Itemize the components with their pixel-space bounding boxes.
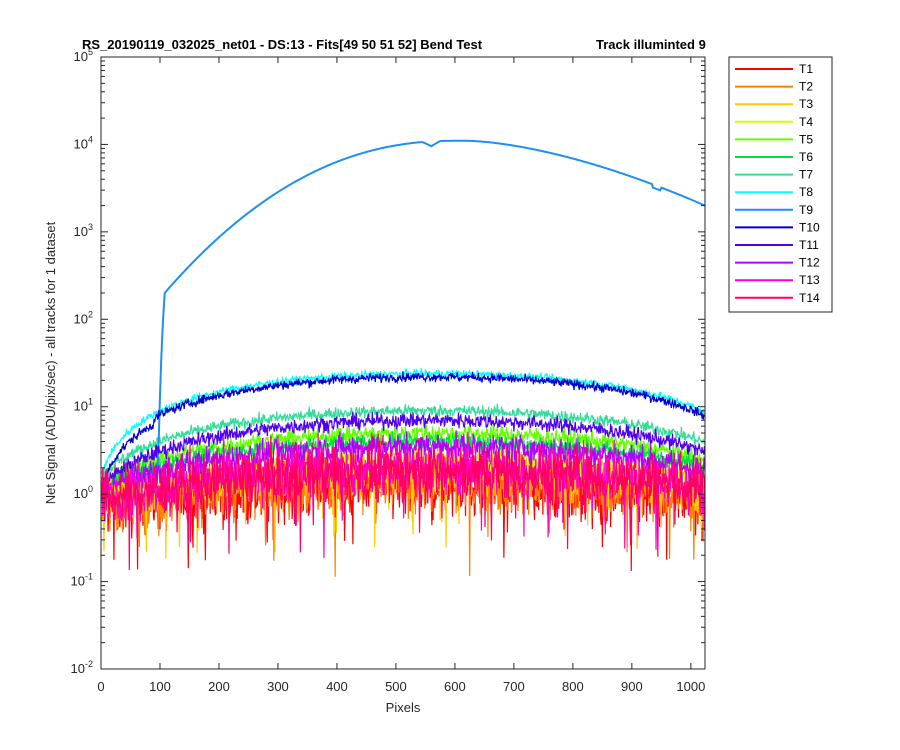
x-tick-label: 1000 [676, 679, 705, 694]
legend-label: T4 [799, 115, 813, 129]
legend-label: T3 [799, 97, 813, 111]
legend-box [728, 56, 833, 313]
x-tick-label: 500 [385, 679, 407, 694]
legend-label: T14 [799, 291, 820, 305]
x-tick-label: 300 [267, 679, 289, 694]
plot-area [101, 57, 705, 669]
legend-label: T13 [799, 273, 820, 287]
x-tick-label: 0 [97, 679, 104, 694]
y-tick-label: 10-1 [71, 572, 93, 589]
legend-label: T9 [799, 203, 813, 217]
x-tick-label: 800 [562, 679, 584, 694]
series-group [101, 139, 705, 577]
legend-label: T12 [799, 256, 820, 270]
series-line-t11 [101, 411, 705, 490]
ticks-group: 0 100 200 300 400 500 600 700 800 900 1000 10-2 10-1… [71, 47, 706, 694]
x-tick-label: 200 [208, 679, 230, 694]
series-line-t12 [101, 430, 705, 501]
y-tick-label: 102 [74, 309, 93, 326]
legend-label: T6 [799, 150, 813, 164]
x-tick-label: 400 [326, 679, 348, 694]
series-line-t9 [101, 139, 705, 489]
legend-label: T2 [799, 80, 813, 94]
x-tick-label: 900 [621, 679, 643, 694]
legend: T1 T2 T3 T4 T5 T6 T7 T8 T9 T10 T11 T12 T13 T14 [728, 56, 833, 313]
x-axis-label: Pixels [386, 700, 421, 715]
y-tick-label: 101 [74, 397, 93, 414]
legend-label: T1 [799, 62, 813, 76]
legend-label: T11 [799, 238, 819, 252]
y-tick-label: 105 [74, 47, 93, 64]
y-tick-label: 100 [74, 484, 93, 501]
series-line-t10 [101, 371, 705, 492]
legend-label: T5 [799, 132, 813, 146]
series-line-t7 [101, 403, 705, 483]
legend-label: T10 [799, 220, 820, 234]
series-line-t5 [101, 422, 705, 496]
y-tick-label: 104 [74, 134, 93, 151]
legend-label: T7 [799, 168, 813, 182]
x-tick-label: 700 [503, 679, 525, 694]
y-tick-label: 103 [74, 222, 93, 239]
series-line-t14 [101, 432, 705, 571]
chart-title: RS_20190119_032025_net01 - DS:13 - Fits[… [82, 37, 483, 52]
plot-frame [100, 56, 706, 670]
x-tick-label: 100 [149, 679, 171, 694]
chart-title-track: Track illuminted 9 [596, 37, 706, 52]
y-tick-label: 10-2 [71, 659, 93, 676]
legend-label: T8 [799, 185, 813, 199]
y-axis-label: Net Signal (ADU/pix/sec) - all tracks fo… [43, 221, 58, 504]
x-tick-label: 600 [444, 679, 466, 694]
